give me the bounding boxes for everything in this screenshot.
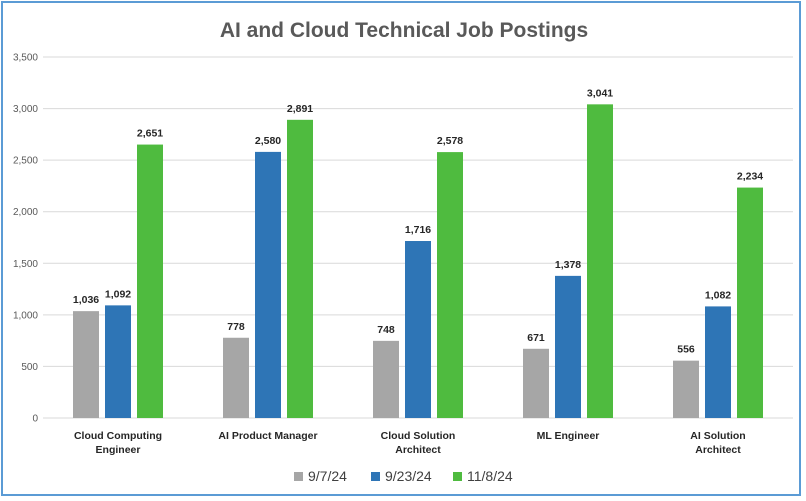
data-label: 3,041 (587, 87, 613, 99)
data-label: 1,378 (555, 259, 581, 271)
bar (223, 337, 249, 418)
bar (255, 151, 281, 419)
data-label: 671 (527, 332, 545, 344)
legend-swatch (453, 472, 462, 481)
y-tick-label: 1,500 (13, 259, 38, 270)
chart-svg: AI and Cloud Technical Job Postings 0 500… (13, 19, 793, 484)
bar (137, 144, 163, 418)
data-label: 1,716 (405, 224, 431, 236)
category-label: Cloud Solution Architect (381, 430, 456, 456)
legend-swatch (371, 472, 380, 481)
data-label: 778 (227, 321, 245, 333)
category-labels: Cloud Computing Engineer AI Product Manage… (74, 430, 746, 456)
y-axis-ticks: 0 500 1,000 1,500 2,000 2,500 3,000 3,500 (13, 53, 38, 425)
bar (373, 340, 399, 418)
bars (73, 104, 763, 419)
y-tick-label: 0 (32, 414, 38, 425)
legend-label: 9/23/24 (385, 468, 432, 484)
chart-title: AI and Cloud Technical Job Postings (220, 19, 588, 42)
bar (587, 104, 613, 418)
category-label: ML Engineer (537, 430, 600, 442)
bar (105, 305, 131, 418)
bar (287, 119, 313, 419)
y-tick-label: 1,000 (13, 310, 38, 321)
data-label: 1,092 (105, 288, 131, 300)
bar (705, 306, 731, 418)
category-label: AI Solution Architect (690, 430, 745, 456)
bar (673, 360, 699, 418)
bar (437, 152, 463, 418)
y-tick-label: 2,000 (13, 207, 38, 218)
data-label: 748 (377, 324, 395, 336)
data-label: 2,234 (737, 171, 763, 183)
category-label: Cloud Computing Engineer (74, 430, 162, 456)
legend-label: 11/8/24 (467, 468, 513, 484)
data-label: 2,651 (137, 128, 163, 140)
bar (555, 275, 581, 418)
y-tick-label: 2,500 (13, 156, 38, 167)
y-tick-label: 3,000 (13, 104, 38, 115)
y-tick-label: 3,500 (13, 53, 38, 64)
data-label: 2,891 (287, 103, 313, 115)
bar (73, 311, 99, 418)
category-label: AI Product Manager (218, 430, 317, 442)
legend-label: 9/7/24 (308, 468, 347, 484)
data-labels: 1,036 1,092 2,651 778 2,580 2,891 748 1,716 2,57… (73, 87, 763, 355)
data-label: 2,580 (255, 135, 281, 147)
y-tick-label: 500 (21, 362, 38, 373)
data-label: 1,036 (73, 294, 99, 306)
data-label: 1,082 (705, 289, 731, 301)
legend-swatch (294, 472, 303, 481)
bar (405, 241, 431, 418)
data-label: 2,578 (437, 135, 463, 147)
bar (523, 348, 549, 418)
legend: 9/7/24 9/23/24 11/8/24 (294, 468, 513, 484)
data-label: 556 (677, 344, 695, 356)
bar (737, 187, 763, 418)
